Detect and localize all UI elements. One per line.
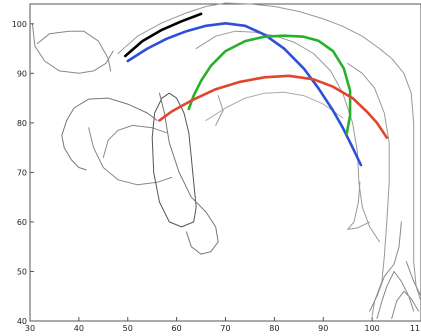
y-tick-label: 50: [17, 267, 27, 276]
contour-line-4: [88, 127, 173, 186]
contour-line-0: [31, 23, 114, 74]
y-tick-label: 100: [12, 20, 27, 29]
x-tick-label: 50: [123, 324, 133, 333]
contour-line-13: [215, 95, 224, 126]
y-axis: 40 50 60 70 80 90 100: [12, 20, 34, 326]
x-tick-label: 90: [318, 324, 328, 333]
contour-line-3: [61, 119, 87, 171]
y-tick-label: 70: [17, 168, 27, 177]
contour-line-8: [117, 2, 380, 54]
series-group: [124, 12, 389, 167]
y-tick-label: 80: [17, 119, 27, 128]
y-tick-label: 40: [17, 317, 27, 326]
y-tick-label: 90: [17, 69, 27, 78]
x-tick-label: 60: [172, 324, 182, 333]
x-tick-label: 30: [25, 324, 35, 333]
contour-line-5: [102, 124, 168, 158]
series-line-3: [158, 74, 389, 139]
contour-line-14: [347, 181, 371, 230]
contour-line-11: [195, 30, 380, 243]
x-tick-label: 70: [220, 324, 230, 333]
x-tick-label: 40: [74, 324, 84, 333]
contour-line-18: [405, 261, 421, 297]
contour-line-12: [205, 91, 344, 121]
series-line-0: [124, 12, 203, 58]
x-tick-label: 100: [364, 324, 379, 333]
contour-line-2: [66, 97, 158, 121]
contour-line-17: [369, 221, 402, 312]
contour-line-6: [151, 92, 197, 228]
y-tick-label: 60: [17, 218, 27, 227]
background-contours: [31, 2, 421, 319]
contour-line-10: [347, 62, 390, 317]
contour-line-16: [391, 290, 420, 319]
x-tick-label: 80: [269, 324, 279, 333]
contour-line-9: [379, 48, 421, 302]
series-line-2: [187, 34, 352, 136]
contour-line-1: [36, 30, 112, 72]
x-tick-label: 11: [410, 324, 420, 333]
x-axis: 30 40 50 60 70 80 90 100 11: [25, 317, 421, 333]
series-line-1: [126, 22, 363, 167]
contour-line-7: [159, 92, 219, 255]
